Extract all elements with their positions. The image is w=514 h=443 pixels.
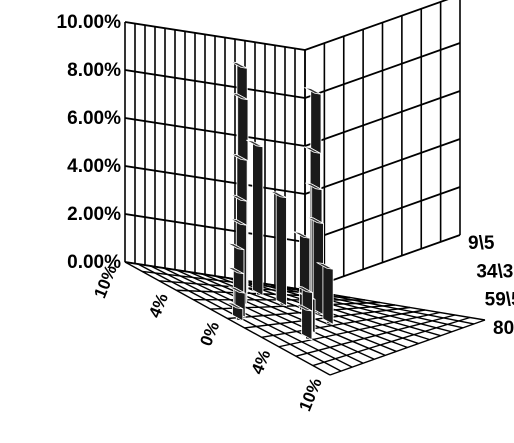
bar-face bbox=[228, 286, 246, 294]
bar-face bbox=[306, 216, 324, 224]
floor-gridline bbox=[295, 314, 456, 357]
bar-face bbox=[295, 285, 313, 293]
bar-face bbox=[226, 301, 243, 310]
back-wall-horizontal-gridline bbox=[124, 117, 306, 147]
bar-face bbox=[230, 194, 248, 202]
z-tick-label: 2.00% bbox=[67, 204, 121, 225]
side-wall-horizontal-gridline bbox=[304, 186, 461, 243]
bar-face bbox=[269, 190, 287, 199]
floor-gridline bbox=[124, 261, 306, 291]
x-tick-label: 10% bbox=[295, 375, 325, 414]
bar-face bbox=[252, 140, 264, 297]
bar bbox=[316, 262, 334, 326]
z-tick-label: 4.00% bbox=[67, 156, 121, 177]
z-tick-label: 0.00% bbox=[67, 252, 121, 273]
side-wall-grid bbox=[304, 0, 461, 291]
depth-axis-tick-labels: 9\5 34\30 59\55 80 y + bbox=[468, 233, 514, 339]
bar-face bbox=[293, 231, 310, 239]
back-wall-horizontal-gridline bbox=[124, 165, 306, 195]
z-tick-label: 6.00% bbox=[67, 108, 121, 129]
bar-face bbox=[230, 61, 248, 69]
depth-tick-label: 59\55 bbox=[485, 290, 514, 311]
bars bbox=[226, 61, 334, 341]
z-tick-label: 8.00% bbox=[67, 60, 121, 81]
z-tick-label: 10.00% bbox=[57, 12, 122, 33]
z-axis-tick-labels: 0.00% 2.00% 4.00% 6.00% 8.00% 10.00% bbox=[57, 12, 122, 273]
side-wall-horizontal-gridline bbox=[304, 90, 461, 147]
side-wall-horizontal-gridline bbox=[304, 0, 449, 51]
depth-tick-label: 9\5 bbox=[468, 233, 495, 254]
floor-gridline bbox=[142, 270, 321, 294]
depth-tick-label: 80 y + bbox=[493, 318, 514, 339]
side-wall-horizontal-gridline bbox=[304, 42, 461, 99]
bar bbox=[306, 216, 324, 316]
back-wall-horizontal-gridline bbox=[124, 213, 306, 243]
bar bbox=[246, 139, 264, 297]
bar-face bbox=[226, 266, 244, 275]
x-tick-label: 0% bbox=[196, 319, 223, 349]
bar bbox=[295, 303, 313, 341]
bar bbox=[269, 190, 287, 307]
depth-tick-label: 34\30 bbox=[476, 261, 514, 282]
back-wall-horizontal-gridline bbox=[124, 21, 306, 51]
x-tick-label: 4% bbox=[145, 291, 172, 321]
bar-face bbox=[303, 146, 321, 154]
x-tick-label: 4% bbox=[248, 347, 275, 377]
bar-face bbox=[230, 153, 248, 161]
bar-face bbox=[227, 242, 245, 251]
bar-face bbox=[304, 87, 322, 95]
back-wall-horizontal-gridline bbox=[124, 69, 306, 99]
bar-face bbox=[305, 182, 323, 191]
floor-gridline bbox=[261, 309, 426, 339]
floor-gridline bbox=[329, 319, 486, 376]
floor-gridline bbox=[312, 316, 471, 367]
bar bbox=[226, 301, 244, 322]
bar-face bbox=[229, 218, 247, 226]
side-wall-horizontal-gridline bbox=[304, 138, 461, 195]
bar-face bbox=[295, 303, 313, 312]
bar-face bbox=[275, 191, 287, 307]
bar-face bbox=[322, 262, 334, 326]
floor-gridline bbox=[278, 311, 441, 348]
bar-face bbox=[246, 139, 264, 148]
bar-face bbox=[231, 92, 249, 101]
bar-face bbox=[316, 262, 334, 270]
